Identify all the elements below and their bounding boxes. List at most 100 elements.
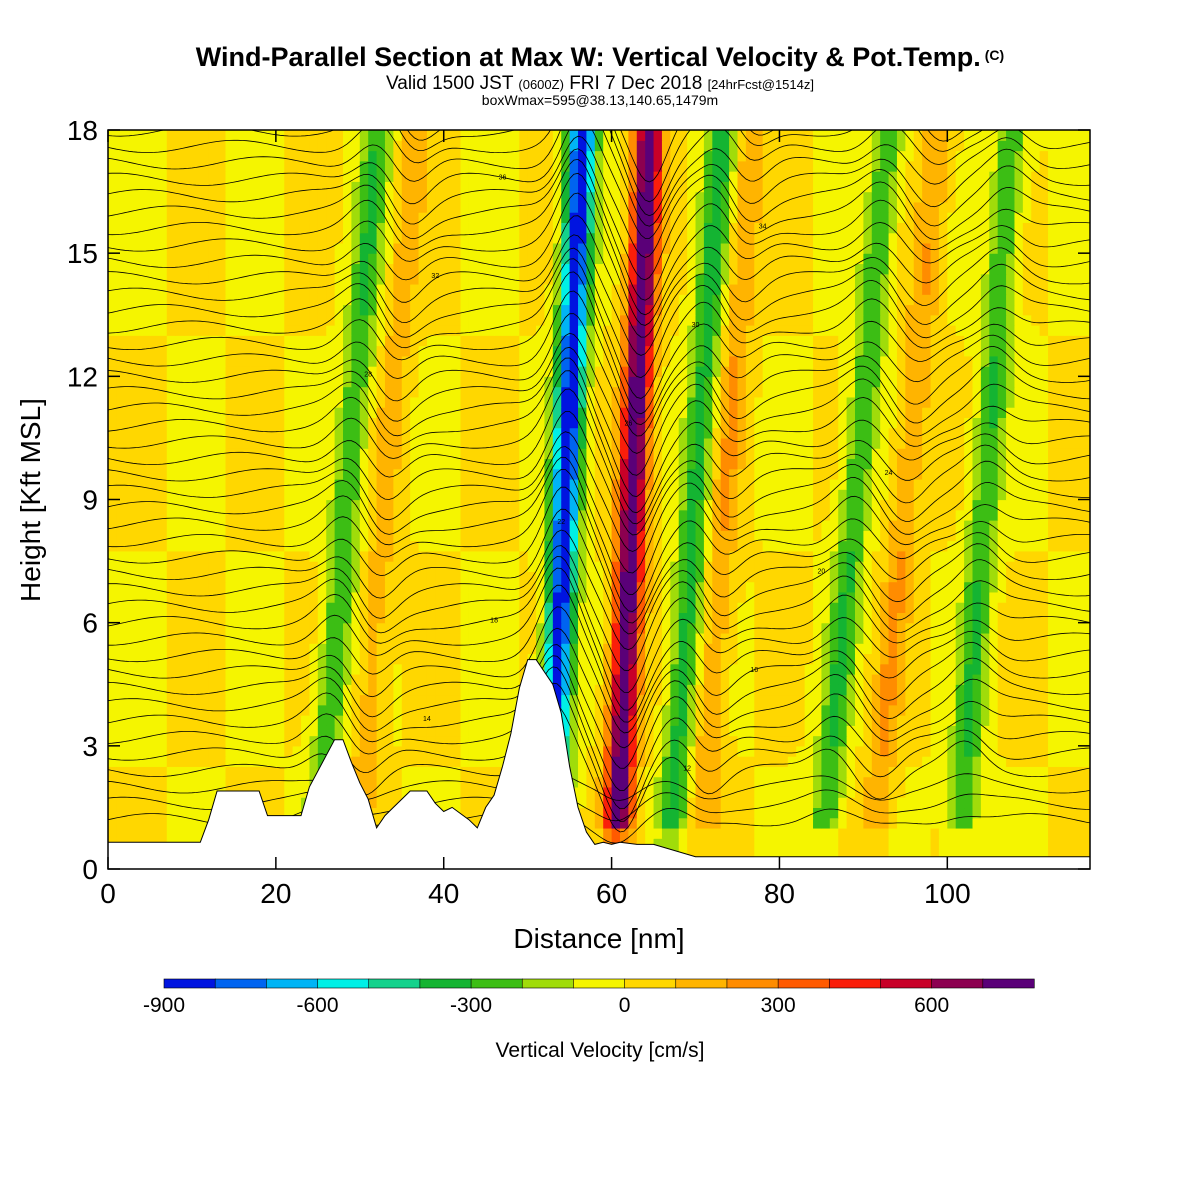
- velocity-cell: [149, 673, 159, 685]
- velocity-cell: [980, 612, 990, 624]
- velocity-cell: [343, 653, 352, 665]
- velocity-cell: [368, 632, 378, 644]
- velocity-cell: [661, 756, 671, 767]
- velocity-cell: [695, 632, 705, 644]
- velocity-cell: [494, 622, 504, 634]
- velocity-cell: [108, 427, 117, 439]
- velocity-cell: [317, 602, 327, 613]
- velocity-cell: [754, 540, 764, 552]
- velocity-cell: [141, 520, 151, 531]
- velocity-cell: [569, 673, 579, 685]
- velocity-cell: [779, 622, 789, 634]
- velocity-cell: [813, 530, 823, 542]
- velocity-cell: [452, 673, 462, 685]
- velocity-cell: [284, 448, 294, 460]
- velocity-cell: [829, 756, 839, 767]
- velocity-cell: [233, 684, 243, 696]
- velocity-cell: [703, 489, 713, 501]
- velocity-cell: [552, 581, 562, 593]
- velocity-cell: [250, 561, 260, 572]
- velocity-cell: [779, 817, 789, 829]
- velocity-cell: [284, 458, 294, 470]
- velocity-cell: [141, 653, 151, 665]
- velocity-cell: [233, 530, 243, 542]
- velocity-cell: [343, 622, 352, 634]
- velocity-cell: [191, 797, 201, 809]
- velocity-cell: [418, 704, 428, 716]
- velocity-cell: [703, 571, 713, 583]
- velocity-cell: [468, 468, 478, 480]
- velocity-cell: [653, 766, 663, 778]
- velocity-cell: [930, 807, 940, 819]
- velocity-cell: [720, 694, 730, 706]
- velocity-cell: [309, 704, 319, 716]
- velocity-cell: [964, 437, 974, 449]
- velocity-cell: [997, 581, 1007, 593]
- velocity-cell: [519, 448, 529, 460]
- velocity-cell: [401, 653, 411, 665]
- velocity-cell: [510, 550, 520, 562]
- velocity-cell: [1039, 602, 1049, 613]
- velocity-cell: [1014, 602, 1024, 613]
- velocity-cell: [603, 776, 613, 788]
- velocity-cell: [771, 468, 781, 480]
- velocity-cell: [1022, 848, 1032, 860]
- velocity-cell: [334, 550, 344, 562]
- velocity-cell: [502, 581, 512, 593]
- velocity-cell: [804, 797, 814, 809]
- velocity-cell: [854, 550, 864, 562]
- velocity-cell: [410, 561, 420, 572]
- velocity-cell: [561, 458, 571, 470]
- velocity-cell: [468, 561, 478, 572]
- velocity-cell: [955, 653, 965, 665]
- velocity-cell: [729, 458, 739, 470]
- velocity-cell: [217, 489, 227, 501]
- velocity-cell: [838, 581, 848, 593]
- velocity-cell: [1081, 663, 1090, 675]
- velocity-cell: [695, 694, 705, 706]
- velocity-cell: [536, 437, 546, 449]
- velocity-cell: [225, 756, 235, 767]
- velocity-cell: [913, 468, 923, 480]
- velocity-cell: [905, 581, 915, 593]
- velocity-cell: [351, 602, 361, 613]
- velocity-cell: [317, 632, 327, 644]
- velocity-cell: [754, 848, 764, 860]
- velocity-cell: [1014, 684, 1024, 696]
- velocity-cell: [737, 735, 747, 747]
- velocity-cell: [183, 591, 193, 603]
- velocity-cell: [1022, 643, 1032, 655]
- velocity-cell: [418, 530, 428, 542]
- velocity-cell: [586, 766, 596, 778]
- velocity-cell: [175, 827, 185, 839]
- velocity-cell: [922, 550, 932, 562]
- velocity-cell: [737, 530, 747, 542]
- velocity-cell: [116, 571, 126, 583]
- velocity-cell: [661, 622, 671, 634]
- velocity-cell: [980, 756, 990, 767]
- velocity-cell: [351, 540, 361, 552]
- velocity-cell: [938, 704, 948, 716]
- velocity-cell: [804, 807, 814, 819]
- velocity-cell: [1073, 653, 1083, 665]
- velocity-cell: [628, 602, 638, 613]
- velocity-cell: [947, 591, 957, 603]
- velocity-cell: [771, 694, 781, 706]
- velocity-cell: [779, 704, 789, 716]
- velocity-cell: [116, 673, 126, 685]
- velocity-cell: [745, 756, 755, 767]
- velocity-cell: [989, 807, 999, 819]
- velocity-cell: [401, 581, 411, 593]
- velocity-cell: [275, 499, 285, 511]
- velocity-cell: [468, 571, 478, 583]
- velocity-cell: [611, 632, 621, 644]
- velocity-cell: [1006, 735, 1016, 747]
- velocity-cell: [259, 530, 269, 542]
- velocity-cell: [410, 663, 420, 675]
- velocity-cell: [359, 489, 369, 501]
- velocity-cell: [645, 756, 655, 767]
- velocity-cell: [922, 602, 932, 613]
- velocity-cell: [938, 550, 948, 562]
- velocity-cell: [217, 622, 227, 634]
- velocity-cell: [678, 448, 688, 460]
